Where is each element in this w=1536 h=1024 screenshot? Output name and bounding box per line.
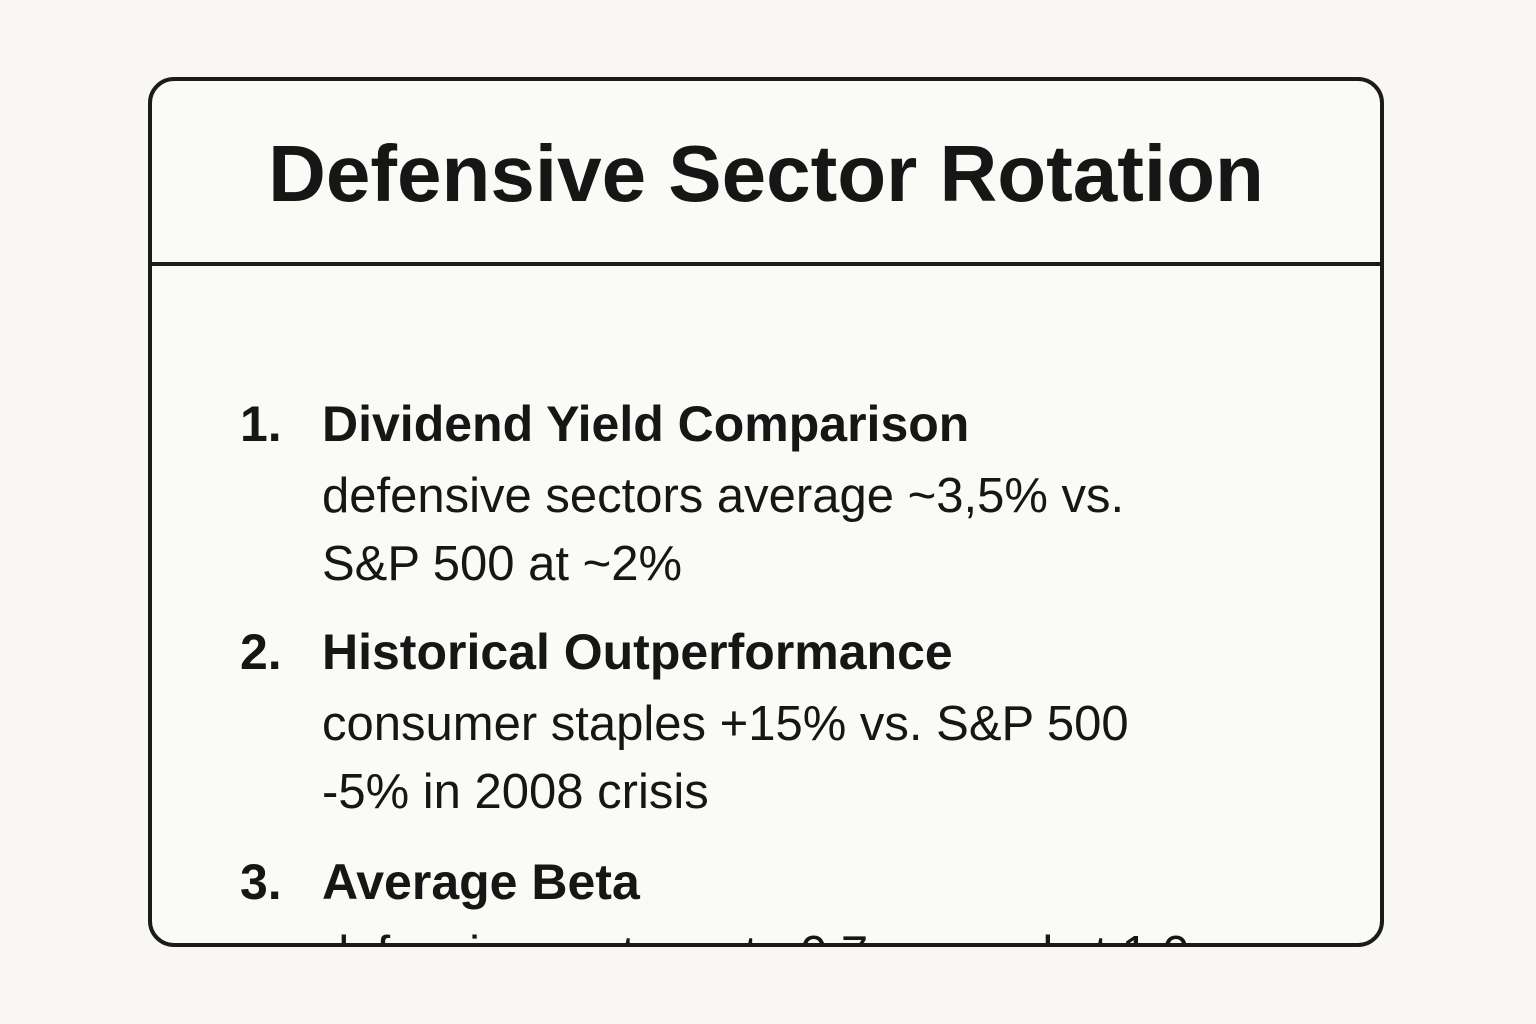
item-title: Average Beta — [322, 854, 640, 910]
item-number: 1. — [240, 396, 282, 452]
item-description-line: defensive sectors at ~0,7 vs. market 1,0 — [322, 920, 1282, 943]
item-description: consumer staples +15% vs. S&P 500 -5% in… — [322, 690, 1282, 826]
item-number: 3. — [240, 854, 282, 910]
item-number: 2. — [240, 624, 282, 680]
card-header: Defensive Sector Rotation — [152, 81, 1380, 266]
item-title: Dividend Yield Comparison — [322, 396, 970, 452]
item-description-line: consumer staples +15% vs. S&P 500 — [322, 697, 1129, 751]
item-description-line: -5% in 2008 crisis — [322, 765, 709, 819]
item-description: defensive sectors at ~0,7 vs. market 1,0 — [322, 920, 1282, 943]
item-title: Historical Outperformance — [322, 624, 953, 680]
item-description: defensive sectors average ~3,5% vs. S&P … — [322, 462, 1282, 598]
info-card: Defensive Sector Rotation 1. Dividend Yi… — [148, 77, 1384, 947]
card-title: Defensive Sector Rotation — [268, 128, 1264, 218]
item-description-line: S&P 500 at ~2% — [322, 537, 683, 591]
item-description-line: defensive sectors average ~3,5% vs. — [322, 469, 1125, 523]
